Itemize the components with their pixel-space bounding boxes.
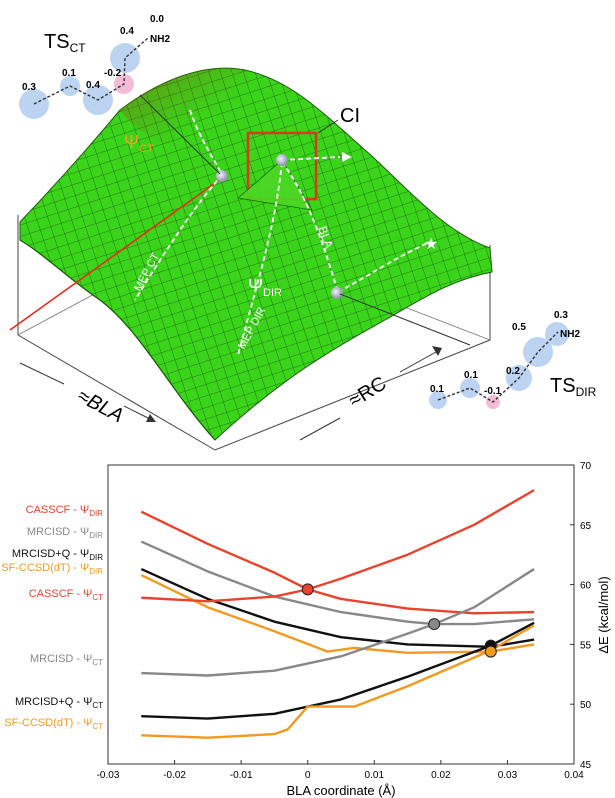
ts-dir-pointer: [339, 293, 471, 346]
y-axis-label: ΔE (kcal/mol): [596, 576, 611, 653]
axis-bla-arrow: [146, 414, 156, 422]
svg-text:-0.1: -0.1: [484, 386, 502, 397]
y-tick-label: 50: [580, 700, 592, 711]
axis-bla-line-left: [19, 362, 65, 385]
y-tick-label: 60: [580, 581, 592, 592]
x-tick-label: 0.04: [564, 770, 584, 781]
y-tick-label: 70: [580, 461, 592, 472]
svg-text:0.1: 0.1: [430, 384, 444, 395]
svg-text:0.4: 0.4: [86, 80, 100, 91]
x-tick-label: 0.01: [365, 770, 385, 781]
svg-text:0.1: 0.1: [62, 68, 76, 79]
ts-ct-pointer: [139, 94, 221, 175]
svg-text:NH2: NH2: [560, 329, 580, 340]
series-label-6: MRCISD+Q - ΨCT: [15, 696, 103, 710]
surface-box-frame: [17, 215, 491, 451]
psi-dir-label: ΨDIR: [248, 276, 282, 299]
crossing-point-1: [428, 618, 441, 631]
bla-path: [281, 161, 339, 293]
x-tick-label: -0.02: [163, 770, 186, 781]
red-cut-line: [9, 177, 223, 331]
ci-pointer: [317, 119, 339, 134]
dir-point: [331, 287, 343, 299]
rc-arrow-head: [342, 152, 352, 162]
axis-rc-line-left: [299, 417, 341, 441]
rc-path: [281, 156, 431, 293]
x-axis-label: BLA coordinate (Å): [286, 783, 395, 798]
axis-rc-label: ≈RC: [345, 372, 390, 412]
svg-text:NH2: NH2: [150, 34, 170, 45]
series-layer: [140, 489, 535, 739]
ts-dir-label: TSDIR: [550, 375, 597, 399]
axis-bla-label: ≈BLA: [74, 385, 127, 427]
x-tick-label: -0.01: [230, 770, 253, 781]
mep-dir-path: [237, 161, 283, 356]
ts-ct-molecule: 0.3 0.1 0.4 -0.2 0.4 0.0 NH2: [19, 14, 170, 119]
surface-front-edge: [19, 239, 216, 441]
crossing-point-3: [484, 645, 497, 658]
series-label-3: SF-CCSD(dT) - ΨDIR: [1, 562, 103, 576]
x-tick-label: 0.02: [431, 770, 451, 781]
series-line-5: [141, 568, 535, 677]
mep-ct-path: [134, 109, 224, 301]
series-label-4: CASSCF - ΨCT: [29, 588, 103, 602]
series-line-1: [140, 540, 535, 626]
svg-text:0.3: 0.3: [22, 82, 36, 93]
svg-text:0.4: 0.4: [120, 26, 134, 37]
plot-frame: [107, 464, 575, 765]
axis-rc-arrow: [432, 346, 442, 356]
series-label-2: MRCISD+Q - ΨDIR: [12, 548, 103, 562]
svg-text:0.0: 0.0: [150, 14, 164, 25]
ci-label: CI: [340, 105, 360, 127]
y-tick-label: 55: [580, 640, 592, 651]
series-label-5: MRCISD - ΨCT: [30, 653, 103, 667]
energy-chart: CASSCF - ΨDIR MRCISD - ΨDIR MRCISD+Q - ΨDI…: [1, 461, 611, 798]
axis-bla-line-right: [123, 405, 151, 420]
series-line-4: [141, 489, 535, 603]
crossing-point-0: [301, 583, 314, 596]
series-line-7: [141, 624, 535, 739]
y-tick-label: 65: [580, 521, 592, 532]
series-labels: CASSCF - ΨDIR MRCISD - ΨDIR MRCISD+Q - ΨDI…: [1, 504, 103, 731]
ci-point: [276, 154, 288, 166]
psi-ct-label: ΨCT: [124, 132, 154, 155]
series-label-1: MRCISD - ΨDIR: [27, 526, 103, 540]
surface-shading: [120, 68, 274, 179]
series-label-7: SF-CCSD(dT) - ΨCT: [4, 717, 103, 731]
series-label-0: CASSCF - ΨDIR: [26, 504, 104, 518]
ts-ct-label: TSCT: [44, 31, 86, 55]
pes-surface-panel: ★ TSCT CI ΨCT ΨDIR MEP CT MEP DIR BLA ≈B…: [9, 14, 597, 451]
svg-text:0.1: 0.1: [464, 370, 478, 381]
y-tick-label: 45: [580, 760, 592, 771]
svg-text:0.5: 0.5: [512, 322, 526, 333]
series-line-0: [140, 510, 535, 615]
axis-rc-line-right: [399, 351, 437, 373]
x-tick-label: -0.03: [97, 770, 120, 781]
x-tick-label: 0: [305, 770, 311, 781]
svg-text:0.3: 0.3: [554, 310, 568, 321]
svg-text:0.2: 0.2: [506, 366, 520, 377]
star-marker: ★: [424, 236, 438, 253]
ts-dir-molecule: 0.1 0.1 -0.1 0.2 0.5 0.3 NH2: [429, 310, 580, 409]
x-tick-label: 0.03: [498, 770, 518, 781]
svg-text:-0.2: -0.2: [104, 68, 122, 79]
